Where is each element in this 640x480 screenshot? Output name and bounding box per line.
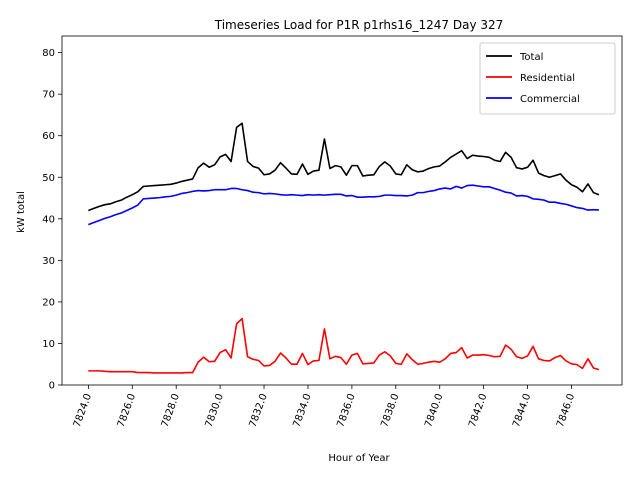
legend-label-residential: Residential [520, 73, 575, 84]
legend-items: Total Residential Commercial [486, 52, 580, 105]
legend-label-commercial: Commercial [520, 94, 580, 105]
y-tick-label: 10 [42, 339, 55, 350]
plot-area [61, 35, 623, 386]
legend-label-total: Total [519, 52, 543, 63]
y-axis-ticks: 0 10 20 30 40 50 60 70 80 [42, 48, 62, 392]
y-tick-label: 70 [42, 90, 55, 101]
y-tick-label: 80 [42, 48, 55, 59]
y-tick-label: 40 [42, 214, 55, 225]
y-tick-label: 20 [42, 297, 55, 308]
y-tick-label: 30 [42, 256, 55, 267]
series-line-commercial [88, 184, 599, 226]
y-tick-label: 60 [42, 131, 55, 142]
legend: Total Residential Commercial [479, 42, 616, 115]
series-line-residential [88, 317, 600, 374]
plot-frame [61, 35, 623, 386]
series-line-total [88, 122, 600, 212]
legend-box [479, 42, 616, 115]
y-tick-label: 50 [42, 173, 55, 184]
x-axis-label: Hour of Year [328, 453, 390, 464]
series-layer [88, 122, 600, 374]
chart-title: Timeseries Load for P1R p1rhs16_1247 Day… [214, 18, 504, 32]
y-tick-label: 0 [49, 381, 55, 392]
y-axis-label: kW total [16, 191, 27, 233]
